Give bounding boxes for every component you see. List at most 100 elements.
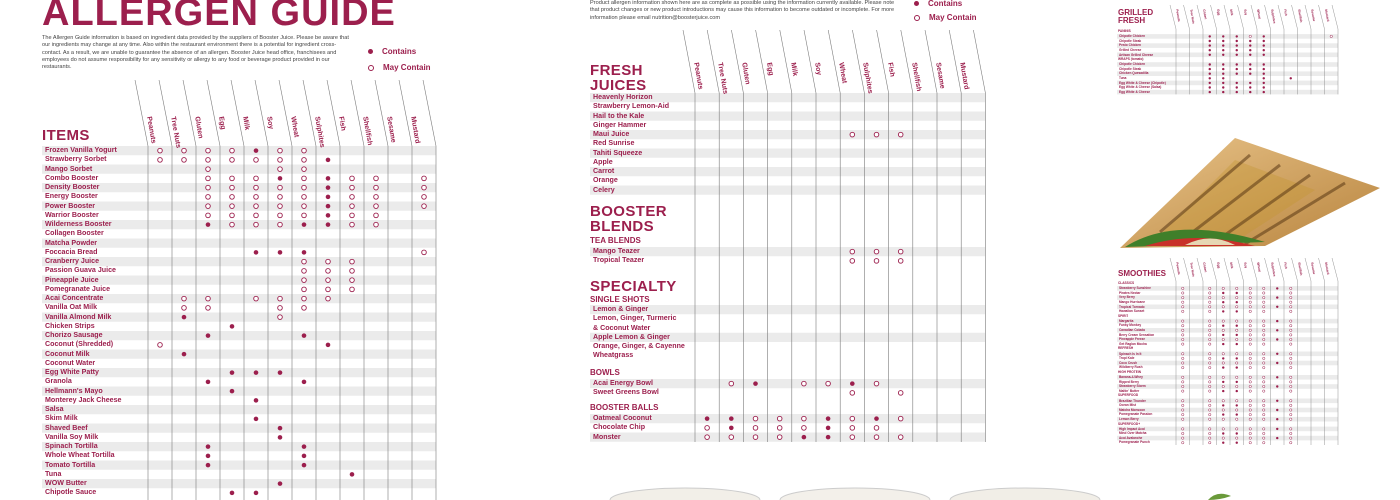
contains-mark [301,453,307,459]
may-contain-mark [1262,366,1266,370]
may-contain-mark [1248,296,1252,300]
may-contain-mark [1262,291,1266,295]
contains-mark [729,416,734,421]
may-contain-mark [1221,427,1225,431]
row-label: Heavenly Horizon [593,92,653,102]
contains-mark [1235,432,1238,435]
row-stripe [42,164,436,174]
row-label: Combo Booster [45,173,99,183]
contains-mark [1235,72,1238,75]
contains-mark [1276,287,1279,290]
contains-mark [1235,342,1238,346]
may-contain-mark [1262,380,1266,384]
may-contain-mark [1289,399,1293,403]
legend-contains-2: Contains [914,0,962,8]
may-contain-mark [1289,338,1293,341]
may-contain-mark [277,194,283,200]
may-contain-mark [349,194,355,200]
may-contain-mark [205,295,211,302]
row-label: Vanilla Oat Milk [45,302,98,312]
contains-mark [1262,77,1265,80]
header-divider [1331,257,1339,282]
may-contain-mark [157,157,163,163]
may-contain-mark [1289,432,1293,435]
may-contain-mark [1248,319,1252,323]
may-contain-mark [801,415,807,422]
may-contain-mark [349,268,355,274]
row-stripe [42,460,436,470]
row-stripe [1117,286,1338,291]
may-contain-mark [1181,309,1185,313]
contains-mark [253,416,259,422]
may-contain-mark [301,305,307,311]
may-contain-mark [181,147,187,154]
contains-mark [1222,380,1225,384]
may-contain-mark [849,131,856,138]
may-contain-mark [229,157,235,163]
row-label: Pineapple Juice [45,275,99,284]
contains-mark [1208,35,1211,38]
may-contain-mark [277,147,283,154]
may-contain-mark [897,248,904,255]
may-contain-mark [1248,375,1252,379]
may-contain-mark [301,295,307,302]
may-contain-mark [1248,403,1252,407]
may-contain-mark [801,425,807,431]
may-contain-mark [229,175,235,182]
may-contain-mark [1181,375,1185,379]
booster-blends-title: BOOSTER BLENDS [590,203,667,235]
row-label: Coco Crush [1119,360,1138,365]
may-contain-mark [1262,385,1266,388]
may-contain-mark [1248,300,1252,304]
may-contain-mark [205,166,211,172]
row-label: Density Booster [45,182,100,192]
row-label: Cranberry Juice [45,256,100,266]
may-contain-mark [1262,432,1266,435]
header-divider [206,79,221,147]
row-label: Chipotle Chicken [1119,62,1146,67]
row-stripe [590,185,986,195]
row-label: Tropical Tornado [1119,304,1145,309]
row-label: Ripped Berry [1119,379,1140,384]
row-label: Power Booster [45,201,96,210]
row-stripe [1117,318,1338,324]
row-label: Spinach Tortilla [45,441,98,451]
disclaimer-text: Product allergen information shown here … [590,0,895,21]
may-contain-mark [1181,389,1185,393]
may-contain-mark [1235,427,1239,431]
row-stripe [1117,80,1338,86]
may-contain-mark [373,184,379,191]
booster-balls-label: BOOSTER BALLS [590,403,659,412]
row-label: Salsa [45,404,64,414]
may-contain-mark [1262,324,1266,328]
contains-mark [1222,67,1225,71]
contains-mark [825,434,831,440]
intro-text: The Allergen Guide information is based … [42,35,349,71]
may-contain-mark [1181,399,1185,403]
row-label: Monterey Jack Cheese [45,395,122,405]
may-contain-mark [1208,342,1212,346]
may-contain-mark [253,221,259,228]
may-contain-mark [325,258,331,265]
may-contain-mark [1289,427,1293,431]
contains-mark [1276,418,1279,421]
contains-mark [1249,63,1252,66]
row-label: Margarita [1119,318,1134,323]
contains-mark [1235,380,1238,384]
may-contain-mark [1248,305,1252,309]
may-contain-mark [1289,375,1293,379]
row-stripe [590,130,986,140]
may-contain-mark [1235,338,1239,341]
contains-mark [1222,291,1225,295]
row-label: Hawaiian Sunset [1119,309,1145,314]
contains-mark [301,250,307,255]
group-label: HIGH PROTEIN [1118,369,1142,374]
row-label: Canadian Colada [1119,328,1145,332]
may-contain-mark [1289,319,1293,323]
row-label: Matcha Powder [45,238,98,247]
row-label: Chorizo Sausage [45,330,103,340]
may-contain-mark [1289,328,1293,332]
header-divider [1223,4,1231,30]
row-stripe [42,201,436,211]
